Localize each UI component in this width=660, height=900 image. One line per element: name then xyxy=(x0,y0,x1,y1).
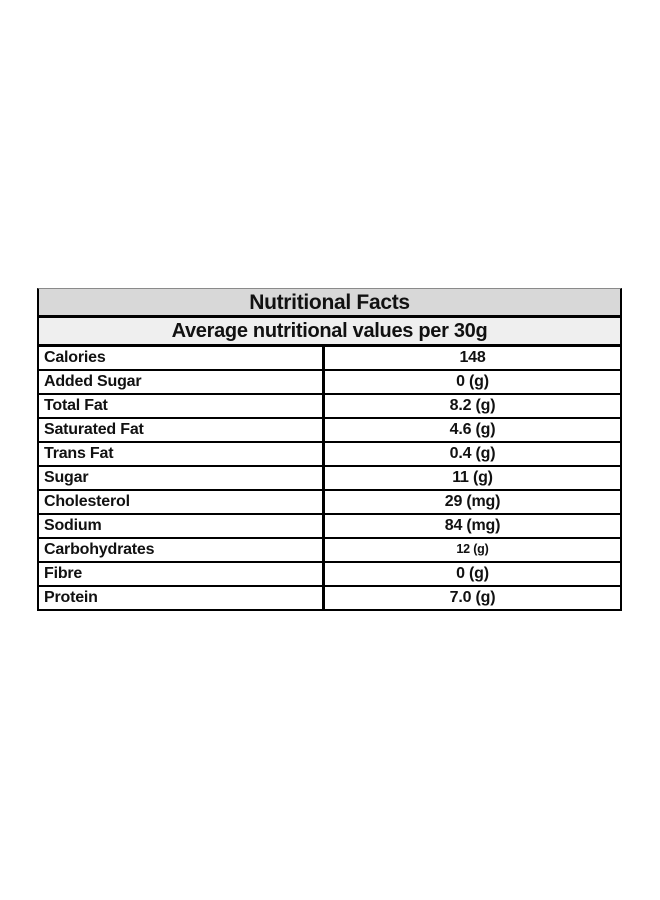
table-row: Sodium 84 (mg) xyxy=(39,515,620,539)
nutrient-label: Sodium xyxy=(44,517,102,534)
table-title: Nutritional Facts xyxy=(39,289,620,318)
nutrient-value: 7.0 (g) xyxy=(322,587,620,609)
nutrient-value: 11 (g) xyxy=(322,467,620,489)
nutrient-value: 29 (mg) xyxy=(322,491,620,513)
nutrient-value: 4.6 (g) xyxy=(322,419,620,441)
nutrient-label: Added Sugar xyxy=(44,373,142,390)
table-row: Cholesterol 29 (mg) xyxy=(39,491,620,515)
table-subtitle: Average nutritional values per 30g xyxy=(39,318,620,347)
table-row: Trans Fat 0.4 (g) xyxy=(39,443,620,467)
nutrient-label: Calories xyxy=(44,349,106,366)
table-row: Calories 148 xyxy=(39,347,620,371)
nutrient-label: Total Fat xyxy=(44,397,108,414)
table-row: Sugar 11 (g) xyxy=(39,467,620,491)
nutrient-label: Carbohydrates xyxy=(44,541,155,558)
nutrition-facts-table: Nutritional Facts Average nutritional va… xyxy=(37,288,622,611)
table-row: Fibre 0 (g) xyxy=(39,563,620,587)
nutrient-value: 12 (g) xyxy=(322,539,620,561)
nutrient-label: Fibre xyxy=(44,565,83,582)
table-row: Saturated Fat 4.6 (g) xyxy=(39,419,620,443)
table-body: Calories 148 Added Sugar 0 (g) Total Fat… xyxy=(39,347,620,609)
nutrient-value: 148 xyxy=(322,347,620,369)
nutrient-label: Trans Fat xyxy=(44,445,114,462)
nutrient-value: 0.4 (g) xyxy=(322,443,620,465)
nutrient-value: 8.2 (g) xyxy=(322,395,620,417)
nutrient-value: 0 (g) xyxy=(322,563,620,585)
nutrient-value: 0 (g) xyxy=(322,371,620,393)
table-row: Total Fat 8.2 (g) xyxy=(39,395,620,419)
table-row: Added Sugar 0 (g) xyxy=(39,371,620,395)
nutrient-value: 84 (mg) xyxy=(322,515,620,537)
table-row: Carbohydrates 12 (g) xyxy=(39,539,620,563)
table-row: Protein 7.0 (g) xyxy=(39,587,620,609)
nutrient-label: Saturated Fat xyxy=(44,421,144,438)
nutrient-label: Protein xyxy=(44,589,98,606)
nutrient-label: Cholesterol xyxy=(44,493,130,510)
nutrient-label: Sugar xyxy=(44,469,89,486)
